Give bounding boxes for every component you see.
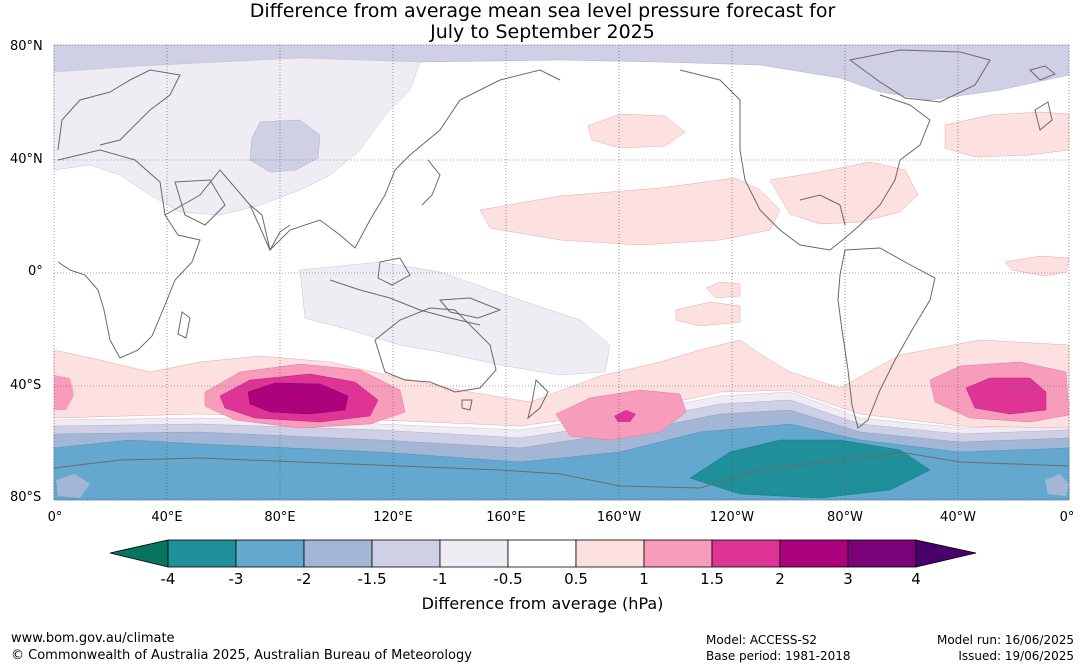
greenland-coast [848,49,991,103]
colorbar-swatch [847,539,917,568]
colorbar-tick: 1 [639,570,649,588]
south-america-coast [837,247,936,429]
colorbar-max-arrow [915,539,977,568]
footer-model-run: Model run: 16/06/2025 [936,633,1074,647]
lat-label-80n: 80°N [10,39,43,54]
antarctic-strongest-negative-core [689,439,931,499]
antarctic-light-spot-2 [1045,474,1069,496]
colorbar-swatch [507,539,577,568]
colorbar [109,539,977,568]
north-pacific-small-positive [587,113,686,149]
arabia-coast [174,179,226,226]
india-coast [249,204,291,252]
madagascar-coast [177,311,191,339]
colorbar-swatch [643,539,713,568]
lon-label-160w: 160°W [596,510,642,525]
colorbar-tick: -0.5 [493,570,523,588]
colorbar-swatch [167,539,237,568]
colorbar-tick: 3 [843,570,853,588]
borneo-coast [377,257,411,286]
iceland-coast [1029,65,1056,81]
coastlines [53,49,1070,489]
colorbar-swatch [303,539,373,568]
europe-coast [57,69,181,151]
antarctic-light-spot [56,474,90,498]
japan-coast [421,159,441,206]
colorbar-tick: -1.5 [357,570,387,588]
south-pacific-strong-spot [614,410,636,422]
new-guinea-coast [438,297,502,319]
gulf-of-mexico-coast [799,194,846,226]
colorbar-swatch [711,539,781,568]
central-asia-negative-region [249,119,321,173]
asia-coast [164,69,561,251]
colorbar-tick: 1.5 [700,570,724,588]
colorbar-swatch [439,539,509,568]
graticule [53,44,1070,500]
lat-label-40s: 40°S [10,378,42,393]
colorbar-label: Difference from average (hPa) [421,594,664,613]
footer-issued: Issued: 19/06/2025 [958,649,1074,663]
south-pacific-small-positive-2 [705,281,741,299]
south-pacific-small-positive [675,301,741,327]
colorbar-swatch [779,539,849,568]
colorbar-tick: 4 [911,570,921,588]
indonesia-coast [329,279,481,326]
north-pacific-high-anomaly [479,177,781,246]
lon-label-80e: 80°E [264,510,296,525]
north-america-positive [769,161,919,225]
new-zealand-coast [527,378,549,420]
lat-label-80s: 80°S [10,490,42,505]
colorbar-swatch [371,539,441,568]
australia-coast [374,307,497,393]
footer-url: www.bom.gov.au/climate [11,631,175,646]
tasmania-coast [461,399,473,411]
colorbar-swatch [575,539,645,568]
lon-label-120e: 120°E [373,510,413,525]
antarctica-coast [53,451,1070,489]
footer-base-period: Base period: 1981-2018 [706,649,851,663]
colorbar-tick: -4 [160,570,176,588]
west-edge-positive-core [54,375,74,410]
lon-label-80w: 80°W [827,510,863,525]
colorbar-swatch [235,539,305,568]
lon-label-40w: 40°W [940,510,976,525]
footer-copyright: © Commonwealth of Australia 2025, Austra… [11,648,472,663]
maritime-continent-weak-negative-region [299,261,611,376]
lon-label-0-left: 0° [47,510,63,525]
colorbar-min-arrow [109,539,169,568]
footer-model: Model: ACCESS-S2 [706,633,818,647]
lon-label-40e: 40°E [151,510,183,525]
north-america-coast [679,69,931,251]
map-title-line-1: Difference from average mean sea level p… [249,0,836,22]
equatorial-atlantic-positive [1004,255,1070,277]
uk-coast [1034,101,1053,131]
colorbar-tick: 0.5 [564,570,588,588]
lat-label-40n: 40°N [10,152,43,167]
map-title-line-2: July to September 2025 [430,21,655,43]
lon-label-120w: 120°W [709,510,755,525]
eurasia-weak-negative-region [53,57,421,216]
colorbar-tick: -3 [228,570,244,588]
lon-label-160e: 160°E [486,510,526,525]
colorbar-tick: -2 [296,570,312,588]
lat-label-equator: 0° [28,264,43,279]
indian-ocean-max-core [247,382,349,415]
colorbar-tick: -1 [432,570,448,588]
africa-coast [57,149,201,359]
colorbar-tick: 2 [775,570,785,588]
lon-label-0-right: 0° [1059,510,1075,525]
south-atlantic-strong-core [965,377,1047,415]
